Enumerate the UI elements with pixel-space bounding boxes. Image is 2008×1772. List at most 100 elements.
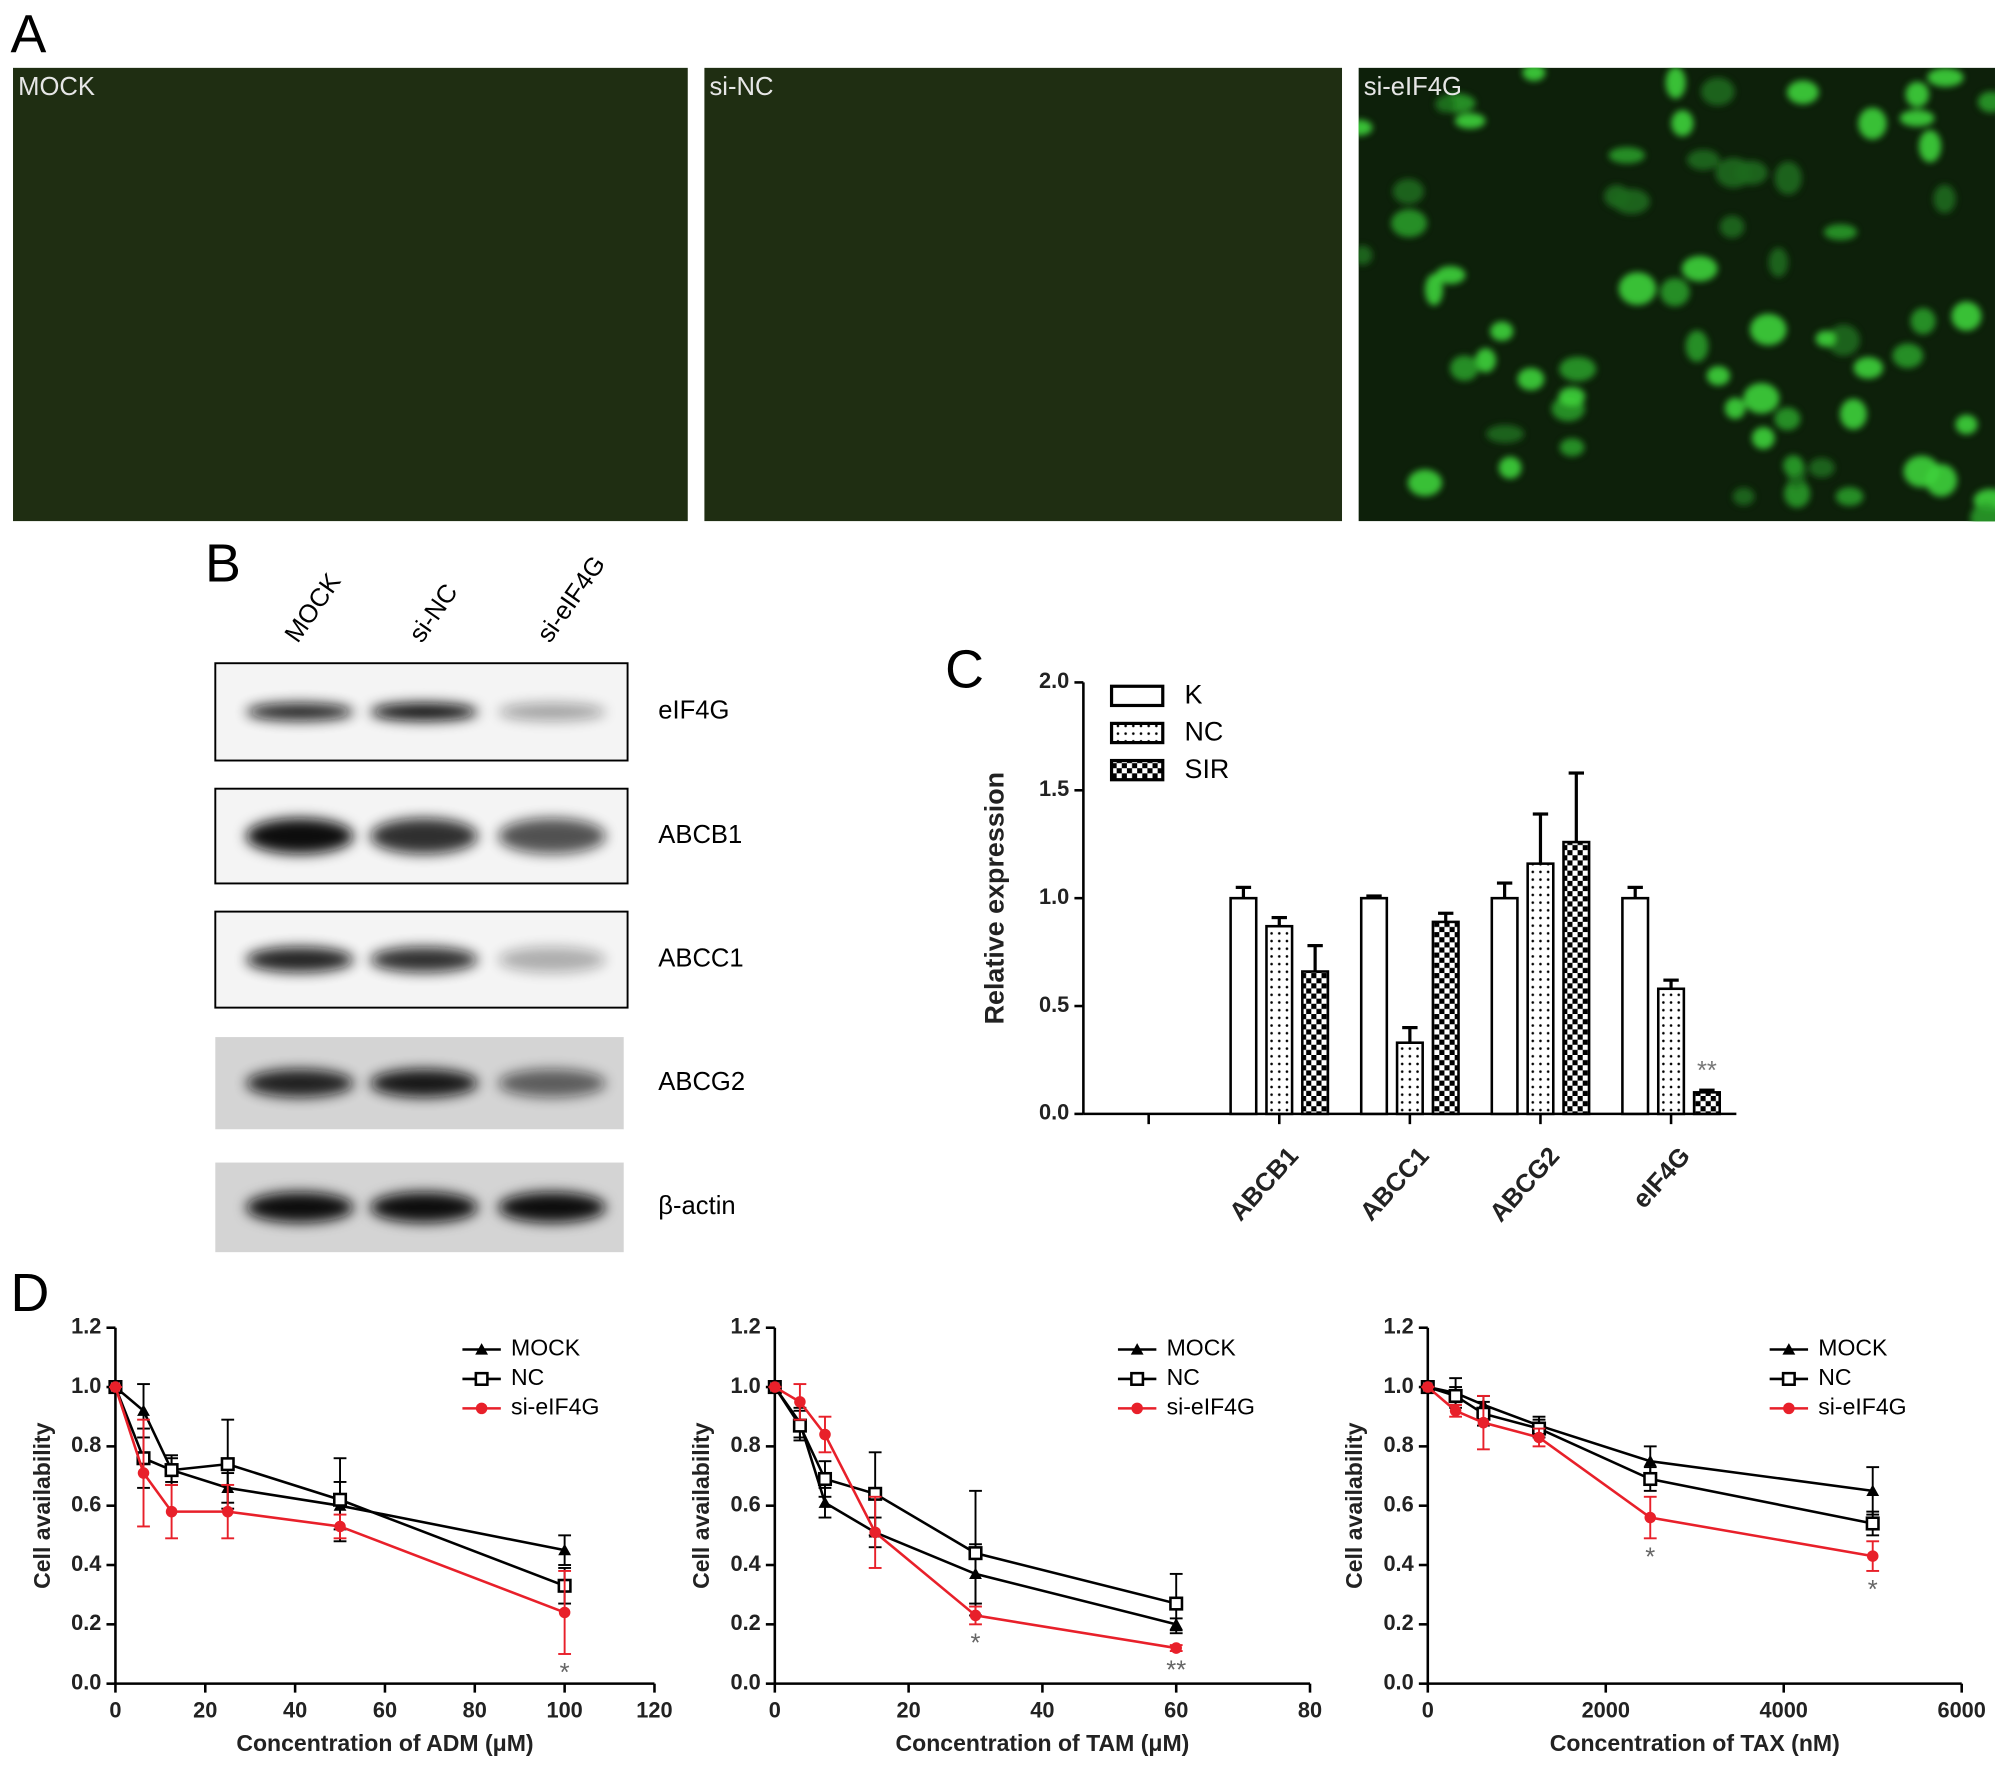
series-line [114, 1386, 566, 1614]
band [246, 1192, 354, 1223]
cell [1751, 427, 1775, 450]
legend-label: NC [511, 1364, 544, 1390]
image-label: MOCK [18, 73, 95, 101]
cell [1784, 479, 1811, 508]
legend-label: MOCK [1818, 1335, 1888, 1361]
y-tick-label: 1.0 [71, 1373, 101, 1398]
error-bar [1402, 1026, 1418, 1043]
annotation: ** [1697, 1057, 1717, 1085]
cell [1618, 272, 1657, 306]
y-tick-label: 0.5 [1039, 992, 1069, 1017]
marker [164, 1463, 179, 1478]
y-axis-label: Relative expression [979, 772, 1009, 1024]
x-axis-label: Concentration of TAM (μM) [895, 1730, 1189, 1756]
legend-label: NC [1185, 717, 1224, 747]
cells [1358, 67, 1995, 522]
legend-swatch [1109, 758, 1165, 782]
marker [792, 1418, 807, 1433]
cell [1475, 348, 1496, 373]
error-bar [1307, 944, 1323, 972]
cell [1749, 313, 1787, 346]
cell [1724, 397, 1746, 419]
y-tick-label: 1.5 [1039, 776, 1069, 801]
cell [1719, 215, 1745, 238]
cell [1815, 330, 1836, 347]
x-tick-label: 100 [546, 1698, 582, 1723]
cell [1435, 266, 1466, 284]
band [370, 702, 478, 721]
panel-label: D [10, 1263, 49, 1323]
error-bar [1438, 911, 1454, 922]
x-tick-label: ABCC1 [1355, 1142, 1435, 1226]
legend-label: MOCK [1167, 1335, 1237, 1361]
band [498, 818, 606, 854]
marker [819, 1428, 831, 1441]
cell [1839, 398, 1867, 430]
y-tick-label: 1.2 [730, 1313, 760, 1338]
cell [1808, 457, 1835, 478]
error-bar [1496, 881, 1513, 899]
bar [1621, 896, 1650, 1116]
marker [818, 1496, 832, 1508]
y-tick-label: 1.0 [1039, 884, 1069, 909]
bar [1395, 1041, 1424, 1116]
legend-marker [1783, 1402, 1795, 1415]
cell [1905, 81, 1930, 108]
x-tick-label: 60 [1164, 1698, 1188, 1723]
band [498, 702, 606, 721]
cell [1558, 387, 1586, 407]
band [370, 946, 478, 973]
bar [1526, 862, 1555, 1116]
cell [1454, 112, 1486, 129]
lane-label: si-eIF4G [532, 551, 611, 647]
marker [332, 1492, 348, 1507]
annotation: * [971, 1630, 981, 1658]
cell [1517, 367, 1545, 391]
panel-label: C [945, 640, 984, 700]
cell [1858, 107, 1887, 140]
cell [1970, 502, 1995, 522]
x-tick-label: 80 [1298, 1698, 1322, 1723]
x-tick-label: 6000 [1938, 1698, 1986, 1723]
legend-label: si-eIF4G [511, 1393, 599, 1419]
y-tick-label: 0.8 [1383, 1432, 1413, 1457]
cell [1660, 277, 1690, 307]
legend-marker [475, 1343, 489, 1355]
legend-label: si-eIF4G [1167, 1393, 1255, 1419]
series-line [773, 1386, 1177, 1626]
legend-swatch [1109, 721, 1165, 745]
y-tick-label: 0.6 [730, 1491, 760, 1516]
cell [1827, 324, 1860, 357]
band-label: eIF4G [658, 697, 729, 725]
y-axis-label: Cell availability [1341, 1422, 1367, 1589]
marker [869, 1526, 881, 1539]
cell [1685, 330, 1709, 362]
cell [1559, 438, 1585, 457]
marker [968, 1546, 983, 1561]
cell [1774, 407, 1801, 431]
marker [220, 1457, 235, 1472]
lane-label: MOCK [280, 569, 347, 648]
marker [558, 1606, 571, 1619]
error-bar [1699, 1088, 1715, 1093]
cell [1835, 487, 1864, 506]
marker [137, 1404, 150, 1416]
band [498, 946, 606, 973]
cell [1490, 321, 1514, 341]
bar [1431, 920, 1460, 1116]
cell [1604, 184, 1630, 208]
marker [1865, 1516, 1880, 1531]
legend-marker [1130, 1343, 1144, 1355]
band [246, 946, 354, 973]
marker [221, 1505, 234, 1518]
x-tick-label: 40 [1030, 1698, 1054, 1723]
x-tick-label: 60 [373, 1698, 397, 1723]
fluorescence-image [704, 67, 1343, 522]
bar [1490, 896, 1519, 1116]
cell [1927, 68, 1964, 87]
cell [1892, 343, 1924, 369]
band-label: ABCB1 [658, 821, 742, 849]
band [246, 818, 354, 854]
marker [1643, 1471, 1658, 1487]
